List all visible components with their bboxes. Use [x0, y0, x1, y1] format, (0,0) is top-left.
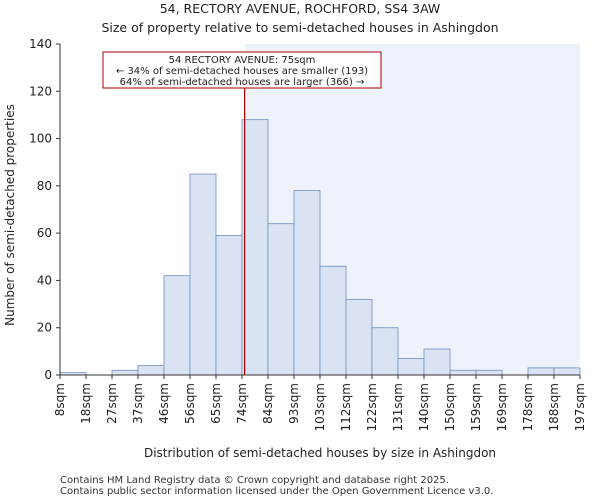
- x-tick-label-46sqm: 46sqm: [157, 383, 171, 424]
- y-axis-label: Number of semi-detached properties: [3, 104, 17, 326]
- bar-112sqm: [345, 298, 373, 376]
- y-tick-label-140: 140: [29, 37, 52, 51]
- bar-56sqm: [189, 173, 217, 376]
- y-ticks-layer: 0 20 40 60 80 100 120 140: [29, 37, 60, 382]
- y-tick-label-0: 0: [44, 368, 52, 382]
- bar-140sqm: [423, 348, 451, 376]
- x-tick-label-27sqm: 27sqm: [105, 383, 119, 424]
- bar-46sqm: [163, 275, 191, 376]
- x-tick-label-188sqm: 188sqm: [547, 383, 561, 431]
- x-tick-label-18sqm: 18sqm: [79, 383, 93, 424]
- x-tick-label-56sqm: 56sqm: [183, 383, 197, 424]
- bar-27sqm: [111, 369, 139, 376]
- bar-159sqm: [475, 369, 503, 376]
- x-tick-label-37sqm: 37sqm: [131, 383, 145, 424]
- x-tick-label-140sqm: 140sqm: [417, 383, 431, 431]
- y-tick-label-120: 120: [29, 84, 52, 98]
- y-tick-label-40: 40: [37, 273, 52, 287]
- x-tick-label-197sqm: 197sqm: [573, 383, 587, 431]
- x-tick-label-65sqm: 65sqm: [209, 383, 223, 424]
- bar-65sqm: [215, 235, 243, 376]
- x-tick-label-8sqm: 8sqm: [53, 383, 67, 416]
- x-tick-label-112sqm: 112sqm: [339, 383, 353, 431]
- x-axis-label: Distribution of semi-detached houses by …: [144, 446, 496, 460]
- bar-84sqm: [267, 223, 295, 376]
- annotation-line-3: 64% of semi-detached houses are larger (…: [120, 77, 365, 88]
- annotation-box-border: [102, 51, 382, 89]
- y-tick-label-60: 60: [37, 226, 52, 240]
- bar-150sqm: [449, 369, 477, 376]
- chart-subtitle: Size of property relative to semi-detach…: [101, 20, 498, 35]
- x-tick-label-169sqm: 169sqm: [495, 383, 509, 431]
- bar-131sqm: [397, 358, 425, 376]
- bar-188sqm: [553, 367, 581, 376]
- x-tick-label-93sqm: 93sqm: [287, 383, 301, 424]
- annotation-line-1: 54 RECTORY AVENUE: 75sqm: [169, 55, 316, 66]
- x-tick-label-178sqm: 178sqm: [521, 383, 535, 431]
- annotation-line-2: ← 34% of semi-detached houses are smalle…: [116, 66, 368, 77]
- bar-178sqm: [527, 367, 555, 376]
- bar-37sqm: [137, 365, 165, 376]
- x-tick-label-159sqm: 159sqm: [469, 383, 483, 431]
- bar-122sqm: [371, 327, 399, 376]
- x-tick-label-84sqm: 84sqm: [261, 383, 275, 424]
- x-ticks-layer: 8sqm 18sqm 27sqm 37sqm 46sqm 56sqm 65sqm 74sqm 8…: [53, 375, 587, 431]
- y-tick-label-100: 100: [29, 132, 52, 146]
- bar-93sqm: [293, 190, 321, 376]
- bar-74sqm: [241, 119, 269, 376]
- footer-line-2: Contains public sector information licen…: [60, 486, 493, 497]
- bar-103sqm: [319, 265, 347, 376]
- chart-title: 54, RECTORY AVENUE, ROCHFORD, SS4 3AW: [160, 1, 441, 16]
- x-tick-label-150sqm: 150sqm: [443, 383, 457, 431]
- x-tick-label-103sqm: 103sqm: [313, 383, 327, 431]
- x-tick-label-131sqm: 131sqm: [391, 383, 405, 431]
- annotation-box: 54 RECTORY AVENUE: 75sqm ← 34% of semi-d…: [102, 51, 382, 89]
- bars-layer: [59, 119, 581, 376]
- x-tick-label-74sqm: 74sqm: [235, 383, 249, 424]
- x-tick-label-122sqm: 122sqm: [365, 383, 379, 431]
- y-tick-label-20: 20: [37, 321, 52, 335]
- y-tick-label-80: 80: [37, 179, 52, 193]
- footer-line-1: Contains HM Land Registry data © Crown c…: [60, 475, 449, 486]
